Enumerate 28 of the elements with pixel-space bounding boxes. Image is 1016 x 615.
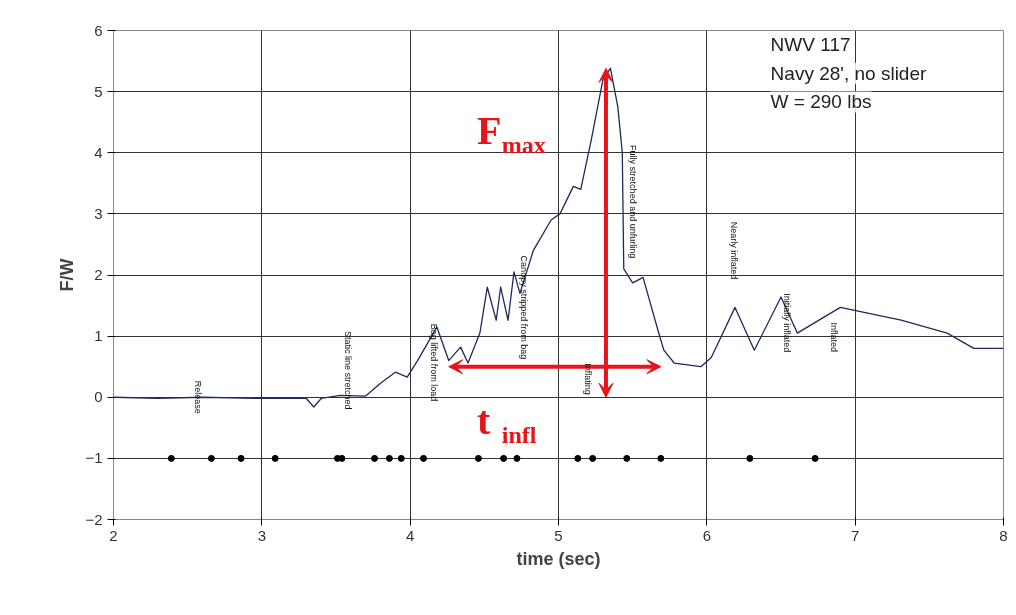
y-tick-label: 6 xyxy=(94,21,103,39)
annotation: Initially inflated xyxy=(781,293,792,353)
y-tick-label: −1 xyxy=(85,449,103,467)
annotation: Inflating xyxy=(583,363,594,395)
x-tick-label: 7 xyxy=(851,526,860,544)
x-tick-label: 6 xyxy=(702,526,712,544)
x-tick-label: 5 xyxy=(554,526,563,544)
annotation: Inflated xyxy=(829,322,840,353)
annotation: Canopy stripped from bag xyxy=(519,255,530,360)
annotation: Static line stretched xyxy=(342,331,353,410)
y-tick-label: 4 xyxy=(94,143,103,161)
annotation: Release xyxy=(193,380,204,414)
y-tick-label: 3 xyxy=(94,204,103,222)
annotation: Fully stretched and unfurling xyxy=(627,145,638,259)
y-tick-label: 0 xyxy=(94,388,103,406)
y-tick-label: 5 xyxy=(94,82,103,100)
x-tick-label: 4 xyxy=(406,526,415,544)
annotation: Nearly inflated xyxy=(728,221,739,280)
annotation: Bag lifted from load xyxy=(428,323,439,402)
x-axis-title: time (sec) xyxy=(516,548,601,569)
y-tick-label: −2 xyxy=(85,510,103,528)
x-tick-label: 3 xyxy=(257,526,267,544)
x-tick-label: 2 xyxy=(109,526,118,544)
annotation: NWV 117 Navy 28', no slider W = 290 lbs xyxy=(770,33,927,113)
y-tick-label: 1 xyxy=(94,327,103,345)
y-axis-title: F/W xyxy=(57,258,78,292)
x-tick-label: 8 xyxy=(999,526,1008,544)
y-tick-label: 2 xyxy=(94,266,103,283)
